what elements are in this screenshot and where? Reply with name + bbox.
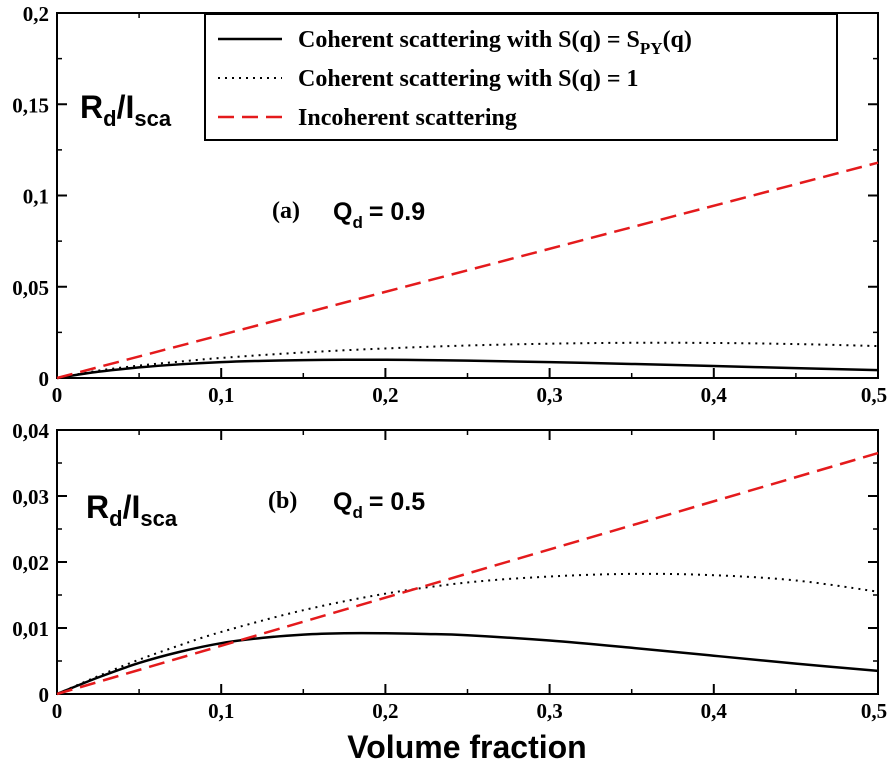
panel-b-y-tick-label: 0,01 <box>12 617 49 641</box>
panel-b-series-coherent-spy <box>56 631 879 696</box>
panel-a-x-tick-label: 0,3 <box>536 383 562 407</box>
panel-a-qd-annotation: Qd = 0.9 <box>333 198 425 232</box>
panel-b-qd-annotation: Qd = 0.5 <box>333 488 425 522</box>
panel-b-y-tick-label: 0,03 <box>12 485 49 509</box>
panel-a-y-tick-label: 0,2 <box>23 2 49 26</box>
panel-a-id: (a) <box>272 198 300 224</box>
legend-box <box>204 13 838 141</box>
panel-a-y-tick-label: 0,05 <box>12 276 49 300</box>
panel-a-y-axis-label: Rd/Isca <box>80 89 172 131</box>
x-axis-label: Volume fraction <box>347 729 586 765</box>
panel-a-series-incoherent <box>56 161 879 380</box>
legend: Coherent scattering with S(q) = SPY(q) C… <box>204 13 838 141</box>
legend-entry-incoherent: Incoherent scattering <box>218 105 517 131</box>
legend-entry-coherent-spy: Coherent scattering with S(q) = SPY(q) <box>218 27 692 58</box>
panel-a-x-tick-label: 0,4 <box>701 383 728 407</box>
panel-a-x-tick-label: 0,2 <box>372 383 398 407</box>
panel-b-plot-area <box>56 429 879 695</box>
panel-b-x-tick-label: 0,5 <box>861 699 887 723</box>
panel-a-series-coherent-spy <box>56 358 879 380</box>
legend-label-coherent-spy: Coherent scattering with S(q) = SPY(q) <box>298 27 692 58</box>
panel-b-id: (b) <box>268 488 297 514</box>
panel-b-y-axis-label: Rd/Isca <box>86 489 178 531</box>
panel-b-y-tick-label: 0 <box>39 683 50 707</box>
panel-b-series-coherent-s1 <box>56 572 879 695</box>
panel-b-x-tick-label: 0,2 <box>372 699 398 723</box>
panel-b-y-tick-label: 0,02 <box>12 551 49 575</box>
legend-label-coherent-s1: Coherent scattering with S(q) = 1 <box>298 66 639 92</box>
panel-a-x-tick-label: 0,1 <box>208 383 234 407</box>
panel-b: 0 0,1 0,2 0,3 0,4 0,5 0 0,01 0,02 0,03 0,04 Rd/Isc… <box>12 419 887 765</box>
panel-a-y-tick-label: 0,15 <box>12 93 49 117</box>
panel-a: 0 0,1 0,2 0,3 0,4 0,500,050,10,150,2 Rd/Isca … <box>12 2 887 407</box>
panel-b-series-incoherent <box>56 451 879 696</box>
panel-a-x-tick-label: 0 <box>52 383 63 407</box>
legend-label-incoherent: Incoherent scattering <box>298 105 517 131</box>
panel-a-y-tick-label: 0 <box>39 367 50 391</box>
panel-a-series-coherent-s1 <box>56 341 879 379</box>
panel-b-x-tick-label: 0,3 <box>536 699 562 723</box>
panel-a-x-tick-label: 0,5 <box>861 383 887 407</box>
panel-b-x-tick-label: 0,1 <box>208 699 234 723</box>
panel-b-y-tick-label: 0,04 <box>12 419 49 443</box>
panel-a-y-tick-label: 0,1 <box>23 185 49 209</box>
panel-b-x-tick-label: 0 <box>52 699 63 723</box>
panel-b-x-tick-label: 0,4 <box>701 699 728 723</box>
legend-entry-coherent-s1: Coherent scattering with S(q) = 1 <box>218 66 639 92</box>
